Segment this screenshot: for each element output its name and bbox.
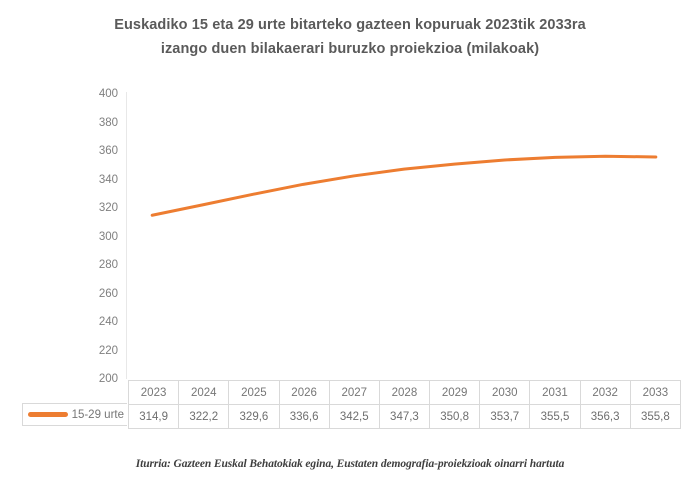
y-axis-tick-260: 260 <box>98 287 118 300</box>
table-header-cell: 2028 <box>378 380 431 405</box>
table-values-row: 314,9 322,2 329,6 336,6 342,5 347,3 350,8 353,7… <box>127 404 682 429</box>
y-axis-tick-240: 240 <box>98 316 118 328</box>
table-header-cell: 2023 <box>127 380 180 405</box>
y-axis-tick-200: 200 <box>98 373 118 385</box>
table-value-cell: 336,6 <box>278 404 330 429</box>
y-axis-line <box>126 92 127 379</box>
y-axis-tick-380: 380 <box>98 116 118 129</box>
y-axis-tick-360: 360 <box>98 145 118 157</box>
y-axis-tick-280: 280 <box>98 259 118 271</box>
table-header-cell: 2029 <box>429 380 481 405</box>
chart-title: Euskadiko 15 eta 29 urte bitarteko gazte… <box>60 13 640 61</box>
table-value-cell: 329,6 <box>228 404 280 429</box>
table-value-cell: 350,8 <box>429 404 481 429</box>
chart-title-line-2: izango duen bilakaerari buruzko proiekzi… <box>160 41 540 57</box>
table-value-cell: 355,8 <box>629 404 682 429</box>
table-value-cell: 342,5 <box>328 404 380 429</box>
source-note: Iturria: Gazteen Euskal Behatokiak egina… <box>135 458 565 470</box>
legend-entry-label: 15-29 urte <box>71 408 124 421</box>
y-axis-tick-220: 220 <box>98 344 118 357</box>
table-value-cell: 353,7 <box>479 404 531 429</box>
series-line-15-29-urte <box>150 154 658 217</box>
y-axis-tick-300: 300 <box>98 230 118 243</box>
table-value-cell: 356,3 <box>579 404 631 429</box>
table-value-cell: 355,5 <box>529 404 581 429</box>
table-value-cell: 347,3 <box>378 404 431 429</box>
y-axis-tick-400: 400 <box>98 88 118 100</box>
table-header-cell: 2031 <box>529 380 581 405</box>
y-axis-tick-340: 340 <box>98 173 118 186</box>
plot-area <box>127 88 681 383</box>
table-header-cell: 2032 <box>579 380 631 405</box>
y-axis: 400 380 360 340 320 300 280 260 240 220 200 <box>78 0 118 500</box>
table-header-cell: 2026 <box>278 380 330 405</box>
table-header-cell: 2027 <box>328 380 380 405</box>
line-series-svg <box>150 154 658 217</box>
chart-title-line-1: Euskadiko 15 eta 29 urte bitarteko gazte… <box>114 17 586 33</box>
legend-entry-15-29-urte[interactable]: 15-29 urte <box>22 403 127 426</box>
table-value-cell: 322,2 <box>178 404 230 429</box>
table-header-cell: 2030 <box>479 380 531 405</box>
table-header-cell: 2024 <box>178 380 230 405</box>
table-header-cell: 2025 <box>228 380 280 405</box>
legend-line-swatch-icon <box>27 412 68 417</box>
table-header-cell: 2033 <box>629 380 682 405</box>
y-axis-tick-320: 320 <box>98 202 118 214</box>
data-table: 2023 2024 2025 2026 2027 2028 2029 2030 2031 2032… <box>127 380 682 429</box>
table-header-row: 2023 2024 2025 2026 2027 2028 2029 2030 2031 2032… <box>127 380 682 405</box>
table-value-cell: 314,9 <box>127 404 180 429</box>
